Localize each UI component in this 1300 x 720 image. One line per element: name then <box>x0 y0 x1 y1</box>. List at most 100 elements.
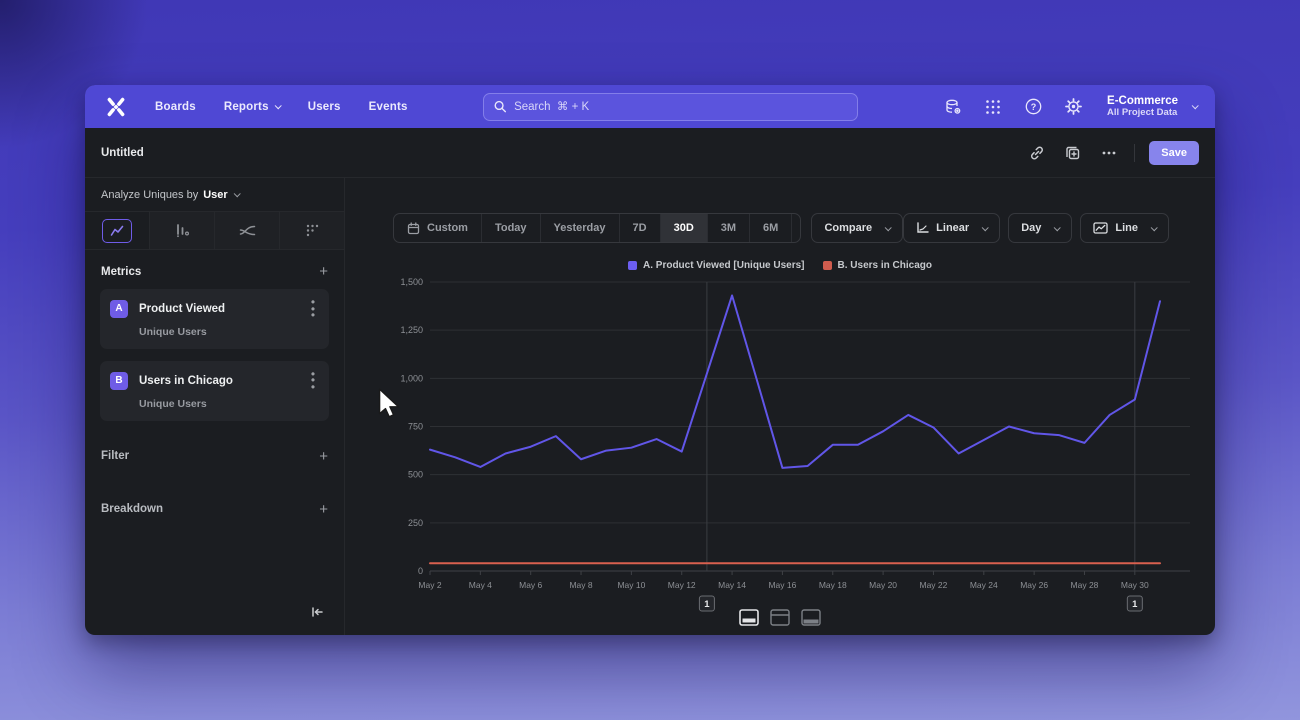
metric-menu-icon[interactable]: • • • <box>310 366 316 394</box>
svg-text:May 6: May 6 <box>519 580 542 590</box>
settings-gear-icon[interactable] <box>1063 97 1083 117</box>
legend-label: B. Users in Chicago <box>837 260 932 271</box>
tab-funnels[interactable] <box>150 212 215 249</box>
svg-text:May 22: May 22 <box>920 580 948 590</box>
svg-text:May 20: May 20 <box>869 580 897 590</box>
legend-swatch-a <box>628 261 637 270</box>
svg-text:May 8: May 8 <box>569 580 592 590</box>
nav-item-label: Reports <box>223 100 269 113</box>
bar-chart-icon <box>176 224 189 238</box>
metric-card-b[interactable]: B Users in Chicago • • • Unique Users <box>100 360 329 421</box>
breakdown-label: Breakdown <box>101 503 163 516</box>
metric-measure[interactable]: Unique Users <box>139 397 207 410</box>
primary-nav: Boards Reports Users Events <box>155 101 408 113</box>
analyze-by-dropdown[interactable]: User <box>203 189 241 201</box>
line-chart-icon <box>1093 222 1109 234</box>
svg-text:May 2: May 2 <box>418 580 441 590</box>
search-bar[interactable] <box>482 92 858 121</box>
flow-icon <box>239 225 255 236</box>
line-chart-icon <box>110 225 124 236</box>
help-icon[interactable]: ? <box>1023 97 1043 117</box>
legend-item-a[interactable]: A. Product Viewed [Unique Users] <box>628 260 805 271</box>
search-input[interactable] <box>514 100 847 113</box>
svg-text:1,250: 1,250 <box>400 325 423 335</box>
divider <box>1134 143 1136 162</box>
add-metric-button[interactable]: + <box>319 263 328 280</box>
breakdown-section: Breakdown + <box>85 502 344 517</box>
range-today[interactable]: Today <box>482 214 541 242</box>
chevron-down-icon <box>1191 102 1199 110</box>
app-window: Boards Reports Users Events <box>85 85 1215 635</box>
project-selector[interactable]: E-Commerce All Project Data <box>1107 95 1199 118</box>
svg-text:250: 250 <box>408 518 423 528</box>
report-title[interactable]: Untitled <box>101 146 144 159</box>
chart-toolbar: Custom Today Yesterday 7D 30D 3M 6M 12M … <box>393 213 1169 243</box>
svg-text:1: 1 <box>704 599 710 610</box>
svg-text:0: 0 <box>418 566 423 576</box>
svg-text:May 28: May 28 <box>1071 580 1099 590</box>
data-management-icon[interactable] <box>943 97 963 117</box>
analyze-by-row: Analyze Uniques by User <box>85 178 344 212</box>
range-30d[interactable]: 30D <box>660 214 708 242</box>
layout-split-bottom-icon[interactable] <box>738 608 760 627</box>
nav-item-label: Users <box>307 100 341 113</box>
legend-item-b[interactable]: B. Users in Chicago <box>822 260 932 271</box>
collapse-sidebar-icon[interactable] <box>310 605 324 624</box>
tab-retention[interactable] <box>280 212 344 249</box>
legend-swatch-b <box>822 261 832 270</box>
chevron-down-icon <box>884 223 892 231</box>
metric-card-a[interactable]: A Product Viewed • • • Unique Users <box>100 289 329 349</box>
nav-right-icons: ? E-Commerce All Pro <box>943 95 1199 118</box>
svg-text:1,500: 1,500 <box>400 277 423 287</box>
mixpanel-logo-icon[interactable] <box>103 94 129 120</box>
compare-dropdown[interactable]: Compare <box>811 213 904 243</box>
range-12m[interactable]: 12M <box>792 214 800 242</box>
metric-menu-icon[interactable]: • • • <box>310 295 316 323</box>
more-options-icon[interactable] <box>1098 142 1120 164</box>
svg-text:May 18: May 18 <box>819 580 847 590</box>
range-yesterday[interactable]: Yesterday <box>541 214 620 242</box>
range-7d[interactable]: 7D <box>620 214 661 242</box>
range-custom[interactable]: Custom <box>394 214 482 242</box>
layout-bottom-bar-icon[interactable] <box>800 608 822 627</box>
range-3m[interactable]: 3M <box>708 214 751 242</box>
tab-insights[interactable] <box>85 212 150 249</box>
nav-item-label: Events <box>368 100 408 113</box>
range-label: Yesterday <box>553 222 606 234</box>
add-breakdown-button[interactable]: + <box>319 500 328 518</box>
tab-flows[interactable] <box>215 212 280 249</box>
nav-item-reports[interactable]: Reports <box>223 100 282 113</box>
svg-text:500: 500 <box>408 470 423 480</box>
axis-scale-icon <box>917 222 929 233</box>
svg-text:May 26: May 26 <box>1020 580 1048 590</box>
date-range-control: Custom Today Yesterday 7D 30D 3M 6M 12M <box>393 213 802 243</box>
interval-dropdown[interactable]: Day <box>1008 213 1073 243</box>
layout-top-bar-icon[interactable] <box>769 608 791 627</box>
metric-measure[interactable]: Unique Users <box>139 325 207 338</box>
apps-grid-icon[interactable] <box>983 97 1003 117</box>
svg-text:750: 750 <box>408 422 423 432</box>
nav-item-users[interactable]: Users <box>308 101 341 113</box>
legend-label: A. Product Viewed [Unique Users] <box>643 260 805 271</box>
nav-item-events[interactable]: Events <box>369 101 408 113</box>
line-chart[interactable]: 0 250 500 750 1,000 1,250 1,500 1 1 May 2 May 4 May… <box>345 270 1215 625</box>
svg-text:May 12: May 12 <box>668 580 696 590</box>
chart-type-dropdown[interactable]: Line <box>1080 213 1169 243</box>
range-label: 3M <box>720 222 737 234</box>
duplicate-icon[interactable] <box>1062 142 1084 164</box>
metric-name: Product Viewed <box>139 302 226 315</box>
svg-text:May 10: May 10 <box>617 580 645 590</box>
chevron-down-icon <box>1150 223 1158 231</box>
save-button[interactable]: Save <box>1149 140 1199 165</box>
svg-text:1: 1 <box>1132 599 1138 610</box>
range-label: Today <box>494 222 527 234</box>
scale-dropdown[interactable]: Linear <box>903 213 1001 243</box>
share-link-icon[interactable] <box>1026 142 1048 164</box>
range-label: 7D <box>632 222 647 234</box>
analyze-label: Analyze Uniques by <box>101 188 199 201</box>
range-6m[interactable]: 6M <box>750 214 793 242</box>
scale-label: Linear <box>936 222 970 234</box>
metric-badge-a: A <box>110 299 128 318</box>
nav-item-boards[interactable]: Boards <box>155 101 196 113</box>
add-filter-button[interactable]: + <box>319 447 328 465</box>
